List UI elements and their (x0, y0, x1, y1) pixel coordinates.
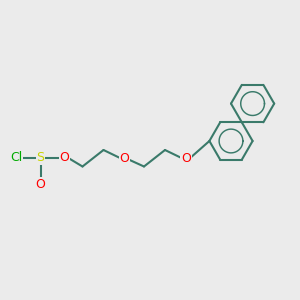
Text: O: O (181, 152, 191, 166)
Text: O: O (36, 178, 45, 191)
Text: O: O (120, 152, 129, 166)
Text: S: S (37, 151, 44, 164)
Text: O: O (60, 151, 69, 164)
Text: Cl: Cl (11, 151, 22, 164)
